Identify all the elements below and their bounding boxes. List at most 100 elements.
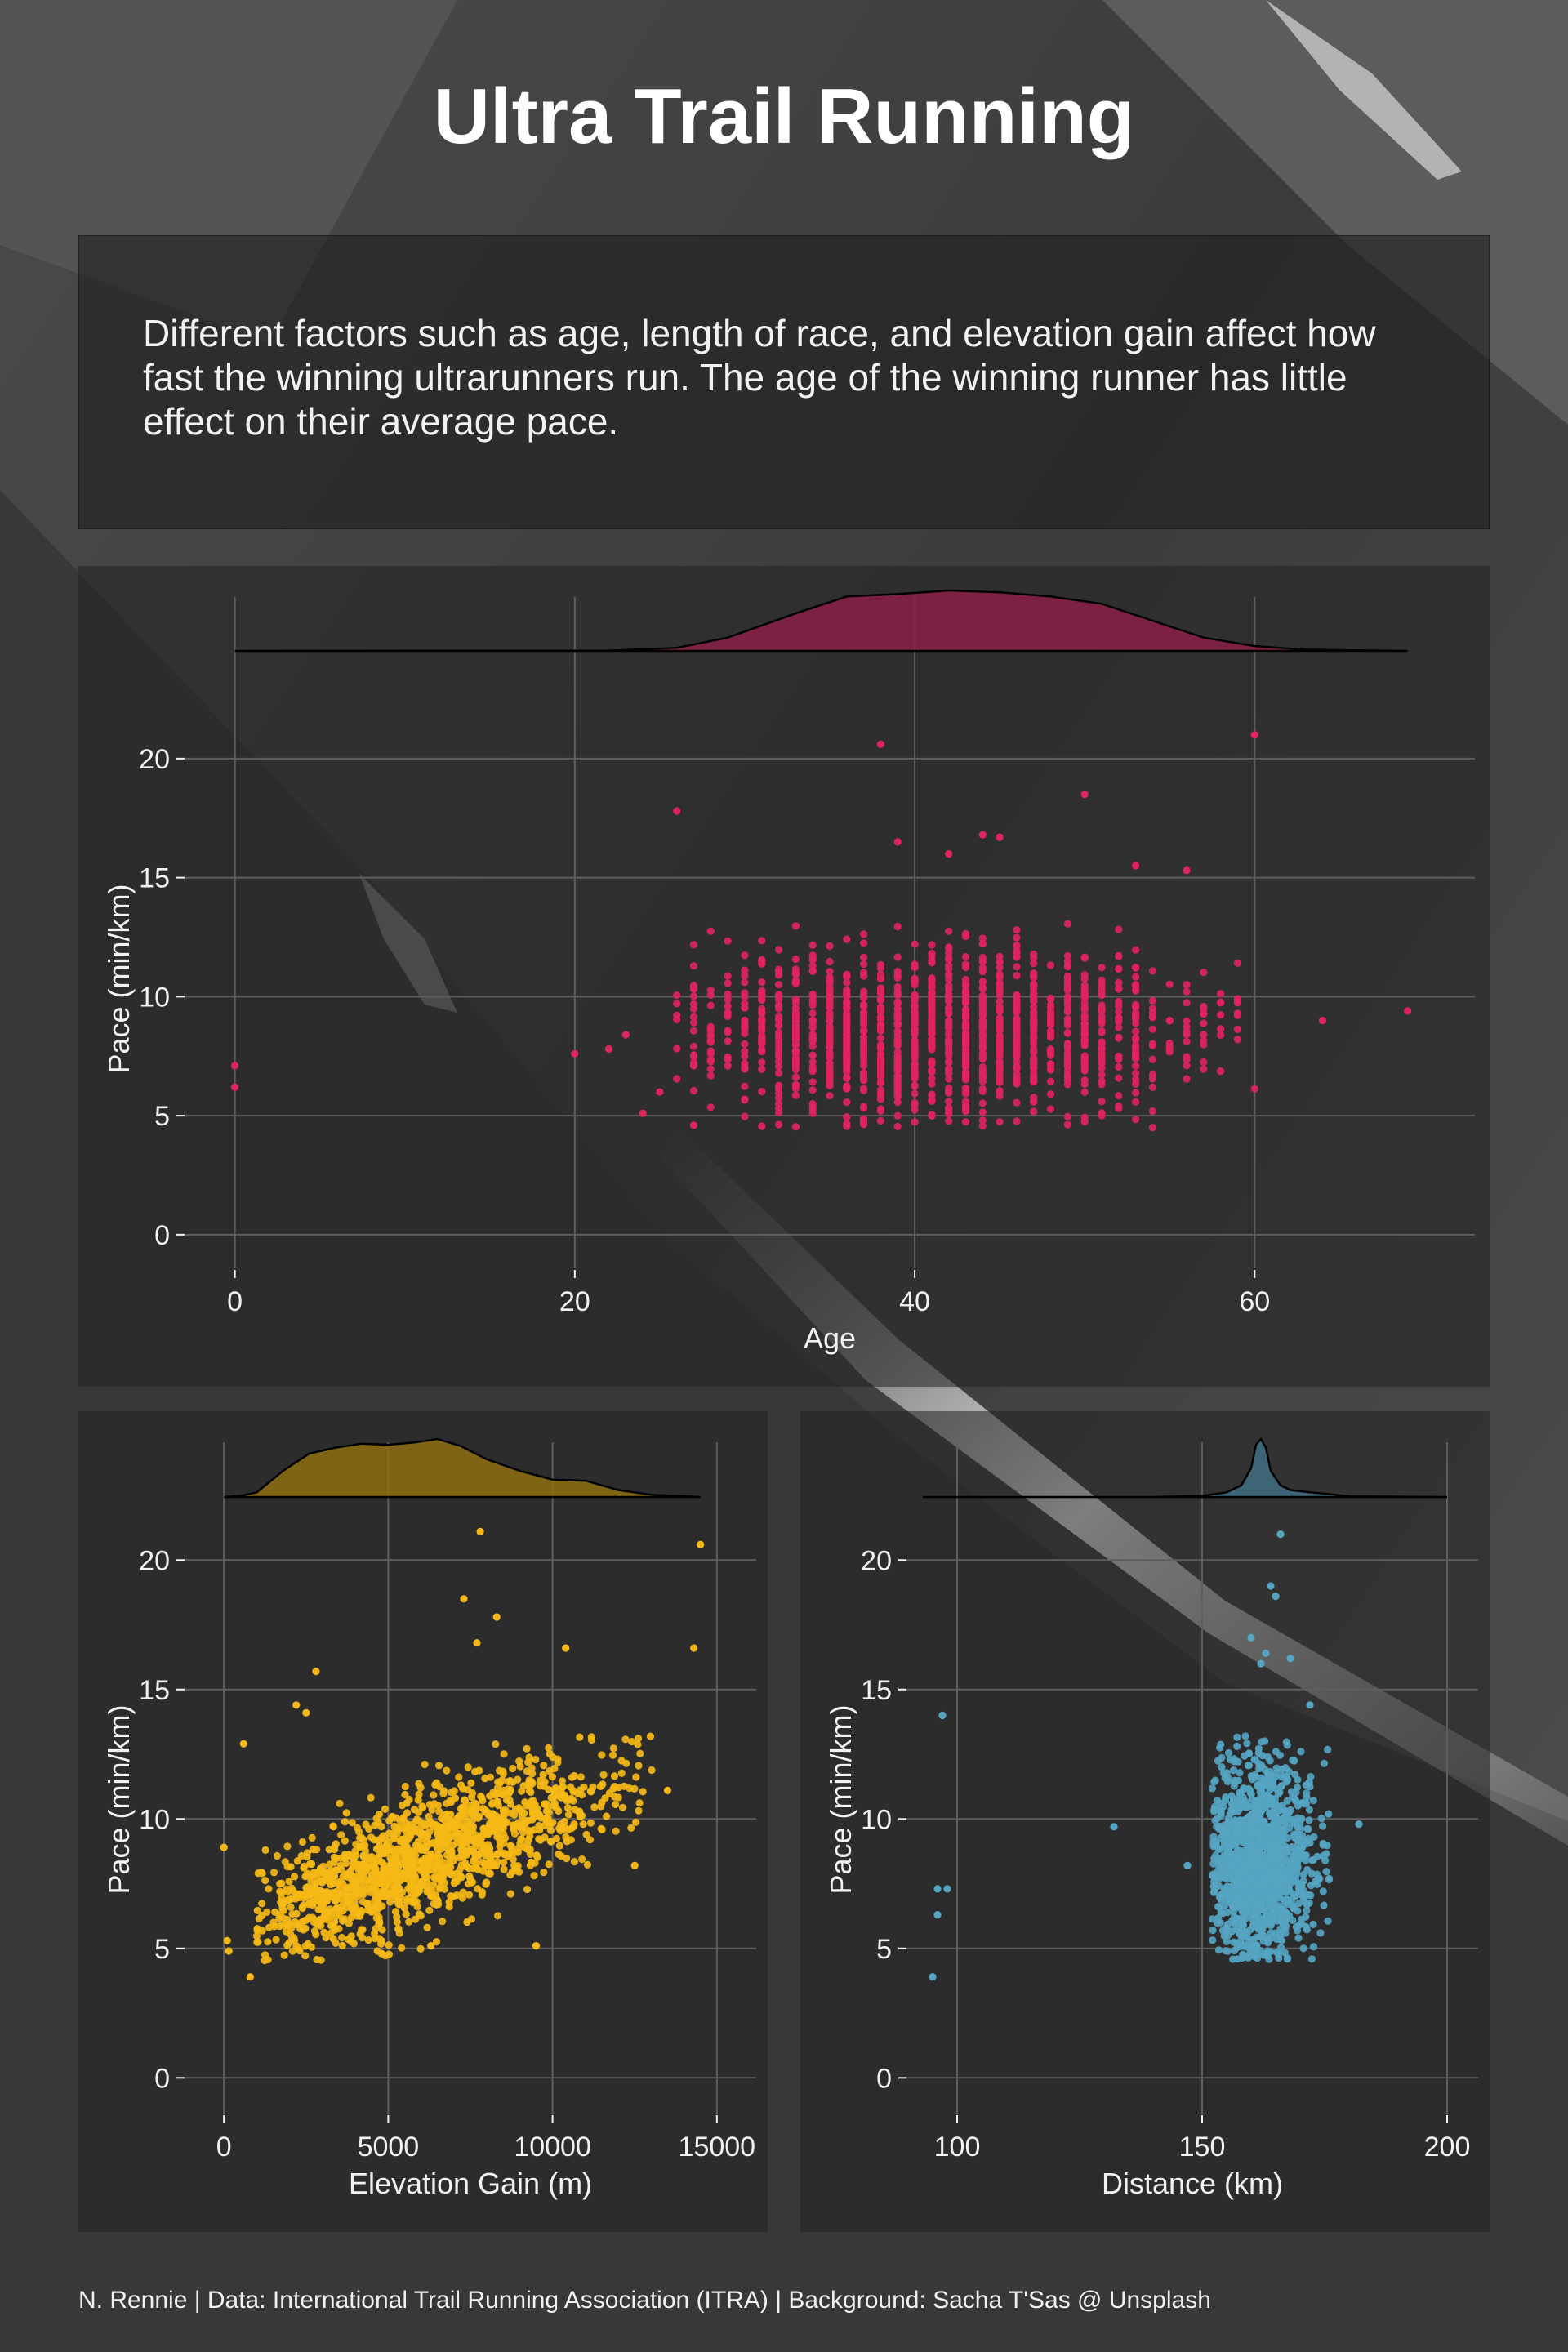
age-point xyxy=(1080,1058,1089,1067)
age-point xyxy=(741,1095,749,1103)
age-point xyxy=(1030,1045,1038,1054)
age-point xyxy=(961,963,970,972)
elevation-point xyxy=(336,1905,344,1913)
age-point xyxy=(1080,990,1089,998)
distance-point xyxy=(1268,1895,1276,1904)
age-point xyxy=(1115,1033,1123,1041)
elevation-y-axis-title: Pace (min/km) xyxy=(102,1704,136,1894)
age-point xyxy=(876,1079,884,1087)
age-point xyxy=(1063,1076,1071,1085)
age-point xyxy=(996,1007,1004,1016)
age-point xyxy=(978,983,987,991)
elevation-point xyxy=(305,1860,314,1868)
distance-point xyxy=(1214,1946,1223,1954)
elevation-point xyxy=(418,1829,426,1838)
elevation-point xyxy=(458,1894,466,1902)
distance-point xyxy=(1257,1762,1265,1771)
elevation-point xyxy=(539,1771,547,1779)
age-point xyxy=(1217,1025,1225,1033)
age-point xyxy=(843,1056,851,1064)
page-title: Ultra Trail Running xyxy=(433,73,1135,160)
elevation-point xyxy=(305,1899,314,1907)
elevation-point xyxy=(385,1941,393,1949)
age-point xyxy=(911,1009,919,1017)
age-point xyxy=(741,972,749,980)
elevation-point xyxy=(582,1830,590,1838)
elevation-point xyxy=(448,1870,456,1879)
elevation-point xyxy=(474,1834,483,1842)
elevation-point xyxy=(488,1800,497,1808)
elevation-point xyxy=(471,1809,479,1817)
age-point xyxy=(1183,1030,1191,1039)
age-point xyxy=(1115,952,1123,960)
distance-gridlines xyxy=(906,1442,1478,2114)
age-point xyxy=(978,1099,987,1107)
elevation-outlier-point xyxy=(239,1740,247,1748)
age-point xyxy=(978,1025,987,1033)
age-point xyxy=(978,1017,987,1025)
age-point xyxy=(808,1042,817,1050)
age-point xyxy=(1115,964,1123,973)
age-point xyxy=(741,1029,749,1037)
age-point xyxy=(1132,1076,1140,1084)
distance-point xyxy=(1312,1878,1320,1886)
elevation-point xyxy=(365,1853,373,1861)
distance-point xyxy=(1224,1931,1232,1940)
elevation-point xyxy=(435,1783,443,1791)
age-point xyxy=(673,991,681,1000)
age-outlier-point xyxy=(673,807,681,815)
elevation-point xyxy=(263,1908,271,1916)
elevation-point xyxy=(283,1842,292,1851)
elevation-point xyxy=(394,1925,403,1933)
distance-point xyxy=(1217,1810,1225,1818)
age-point xyxy=(791,979,800,987)
elevation-point xyxy=(423,1838,431,1846)
elevation-point xyxy=(271,1908,279,1916)
elevation-point xyxy=(253,1925,261,1933)
age-point xyxy=(1080,1024,1089,1032)
elevation-point xyxy=(351,1847,359,1855)
distance-point xyxy=(1292,1922,1300,1931)
age-point xyxy=(706,1065,715,1073)
elevation-point xyxy=(332,1939,340,1947)
age-point xyxy=(673,1045,681,1053)
elevation-point xyxy=(359,1887,368,1895)
elevation-point xyxy=(347,1938,355,1946)
age-point xyxy=(1217,999,1225,1007)
age-point xyxy=(978,1085,987,1093)
elevation-point xyxy=(500,1750,508,1758)
distance-point xyxy=(1255,1799,1263,1807)
elevation-point xyxy=(540,1782,549,1790)
age-point xyxy=(741,966,749,974)
elevation-point xyxy=(301,1873,310,1881)
distance-point xyxy=(1271,1857,1279,1865)
elevation-point xyxy=(354,1828,363,1836)
elevation-point xyxy=(348,1819,356,1827)
elevation-point xyxy=(627,1824,635,1832)
elevation-point xyxy=(499,1824,507,1832)
elevation-point xyxy=(461,1797,470,1805)
age-point xyxy=(928,1091,936,1099)
distance-point xyxy=(1325,1810,1333,1818)
elevation-outlier-point xyxy=(427,1942,435,1950)
distance-outlier-point xyxy=(1306,1701,1314,1709)
elevation-point xyxy=(308,1833,316,1842)
age-point xyxy=(911,1098,919,1107)
distance-point xyxy=(1212,1842,1220,1850)
elevation-point xyxy=(371,1935,379,1943)
age-point xyxy=(893,1056,902,1064)
age-point xyxy=(961,1118,970,1126)
elevation-point xyxy=(318,1915,327,1923)
age-point xyxy=(1080,1031,1089,1039)
elevation-point xyxy=(432,1863,440,1871)
distance-point xyxy=(1285,1767,1293,1775)
age-point xyxy=(791,1032,800,1040)
elevation-outlier-point xyxy=(312,1668,320,1676)
age-point xyxy=(1030,1065,1038,1073)
age-point xyxy=(791,1073,800,1081)
age-point xyxy=(706,927,715,935)
distance-point xyxy=(1297,1824,1305,1833)
elevation-point xyxy=(577,1811,586,1820)
distance-point xyxy=(1247,1944,1255,1953)
age-point xyxy=(808,951,817,960)
